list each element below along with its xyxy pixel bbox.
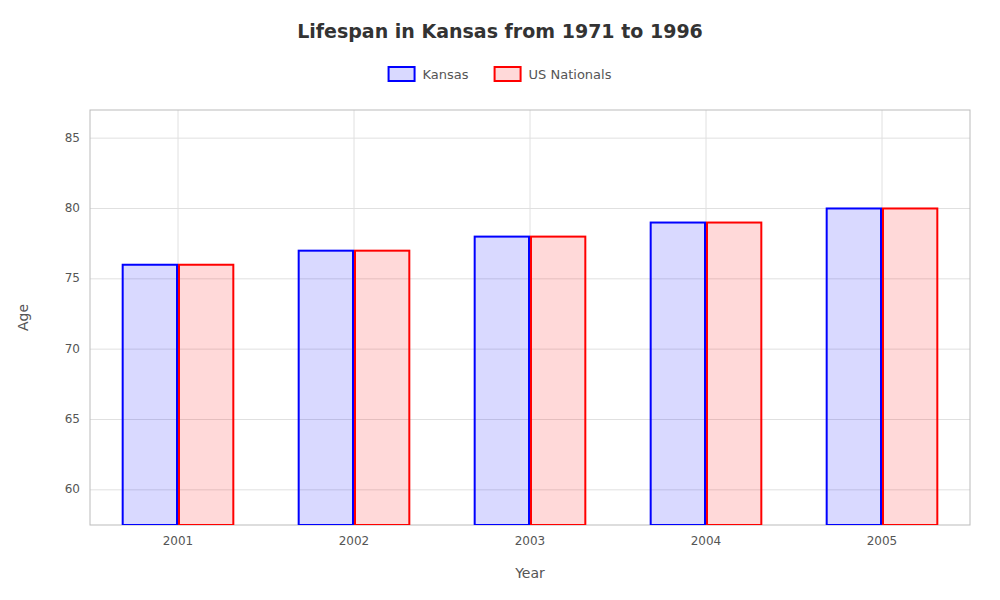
legend: Kansas US Nationals	[389, 67, 612, 82]
bar	[651, 223, 705, 525]
legend-item: Kansas	[389, 67, 469, 82]
legend-item: US Nationals	[495, 67, 612, 82]
legend-swatch	[389, 67, 415, 81]
y-tick-label: 85	[65, 131, 80, 145]
x-tick-label: 2005	[867, 534, 898, 548]
chart: 60 65 70 75 80 85 2001 2002 2003 2004 2005 Lifespan…	[0, 0, 1000, 600]
legend-label: US Nationals	[529, 67, 612, 82]
x-tick-label: 2002	[339, 534, 370, 548]
bar	[299, 251, 353, 525]
bar	[355, 251, 409, 525]
plot-frame	[90, 110, 970, 525]
x-tick-label: 2004	[691, 534, 722, 548]
bar	[475, 237, 529, 525]
x-tick-label: 2003	[515, 534, 546, 548]
y-tick-label: 60	[65, 482, 80, 496]
title: Lifespan in Kansas from 1971 to 1996	[297, 20, 703, 42]
bar	[707, 223, 761, 525]
x-tick-label: 2001	[163, 534, 194, 548]
legend-label: Kansas	[423, 67, 469, 82]
bars	[123, 208, 938, 525]
bar	[883, 208, 937, 525]
y-tick-label: 75	[65, 271, 80, 285]
bar	[123, 265, 177, 525]
y-axis-label: Age	[15, 304, 31, 331]
bar	[531, 237, 585, 525]
x-axis-label: Year	[514, 565, 545, 581]
grid	[90, 110, 970, 525]
legend-swatch	[495, 67, 521, 81]
y-tick-label: 70	[65, 342, 80, 356]
y-tick-label: 80	[65, 201, 80, 215]
bar	[179, 265, 233, 525]
bar	[827, 208, 881, 525]
y-tick-label: 65	[65, 412, 80, 426]
